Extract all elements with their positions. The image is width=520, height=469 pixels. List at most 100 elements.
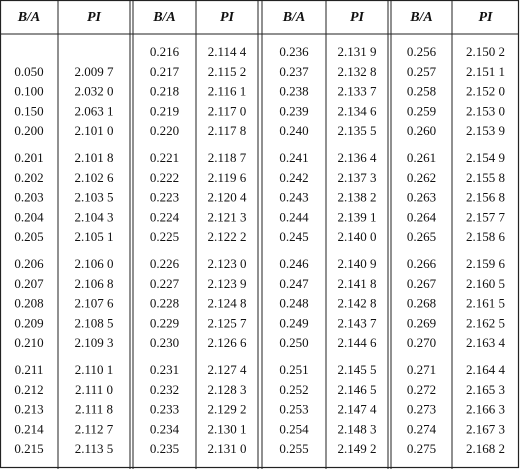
pi-cell: 2.128 3 bbox=[208, 382, 247, 397]
pi-cell: 2.158 6 bbox=[466, 229, 506, 244]
pi-cell: 2.121 3 bbox=[208, 209, 247, 224]
pi-cell: 2.112 7 bbox=[75, 421, 114, 436]
pi-cell: 2.102 6 bbox=[75, 170, 115, 185]
pi-cell: 2.155 8 bbox=[466, 170, 505, 185]
pi-cell: 2.141 8 bbox=[338, 276, 377, 291]
ba-cell: 0.264 bbox=[407, 209, 437, 224]
pi-cell: 2.136 4 bbox=[338, 150, 378, 165]
ba-cell: 0.207 bbox=[14, 276, 44, 291]
pi-cell: 2.118 7 bbox=[208, 150, 247, 165]
ba-cell: 0.256 bbox=[407, 44, 437, 59]
pi-cell: 2.140 9 bbox=[338, 256, 377, 271]
pi-cell: 2.167 3 bbox=[466, 421, 505, 436]
ba-cell: 0.205 bbox=[14, 229, 43, 244]
ba-cell: 0.231 bbox=[150, 362, 179, 377]
pi-cell: 2.117 0 bbox=[208, 103, 247, 118]
ba-cell: 0.216 bbox=[150, 44, 180, 59]
ba-cell: 0.208 bbox=[14, 296, 43, 311]
pi-cell: 2.133 7 bbox=[338, 84, 378, 99]
ba-cell: 0.271 bbox=[407, 362, 436, 377]
column-header: B/A bbox=[17, 10, 41, 25]
pi-cell: 2.140 0 bbox=[338, 229, 377, 244]
pi-cell: 2.110 1 bbox=[75, 362, 114, 377]
pi-cell: 2.156 8 bbox=[466, 190, 505, 205]
ba-cell: 0.220 bbox=[150, 123, 179, 138]
pi-cell: 2.160 5 bbox=[466, 276, 505, 291]
pi-cell: 2.125 7 bbox=[208, 315, 248, 330]
ba-cell: 0.272 bbox=[407, 382, 436, 397]
ba-cell: 0.227 bbox=[150, 276, 180, 291]
pi-cell: 2.122 2 bbox=[208, 229, 247, 244]
ba-cell: 0.247 bbox=[279, 276, 309, 291]
pi-cell: 2.115 2 bbox=[208, 64, 247, 79]
ba-cell: 0.050 bbox=[14, 64, 43, 79]
pi-cell: 2.111 8 bbox=[75, 402, 113, 417]
pi-cell: 2.063 1 bbox=[75, 103, 114, 118]
pi-cell: 2.144 6 bbox=[338, 335, 378, 350]
ba-cell: 0.234 bbox=[150, 421, 180, 436]
ba-cell: 0.266 bbox=[407, 256, 437, 271]
ba-cell: 0.275 bbox=[407, 441, 436, 456]
pi-cell: 2.149 2 bbox=[338, 441, 377, 456]
column-header: PI bbox=[220, 10, 235, 25]
column-header: B/A bbox=[282, 10, 306, 25]
ba-cell: 0.274 bbox=[407, 421, 437, 436]
ba-cell: 0.215 bbox=[14, 441, 43, 456]
pi-cell: 2.132 8 bbox=[338, 64, 377, 79]
pi-cell: 2.137 3 bbox=[338, 170, 377, 185]
ba-cell: 0.230 bbox=[150, 335, 179, 350]
pi-cell: 2.123 0 bbox=[208, 256, 247, 271]
ba-cell: 0.237 bbox=[279, 64, 309, 79]
pi-cell: 2.138 2 bbox=[338, 190, 377, 205]
ba-cell: 0.251 bbox=[279, 362, 308, 377]
ba-cell: 0.263 bbox=[407, 190, 436, 205]
ba-cell: 0.270 bbox=[407, 335, 436, 350]
ba-cell: 0.222 bbox=[150, 170, 179, 185]
pi-cell: 2.131 9 bbox=[338, 44, 377, 59]
ba-cell: 0.248 bbox=[279, 296, 308, 311]
pi-cell: 2.166 3 bbox=[466, 402, 505, 417]
pi-cell: 2.163 4 bbox=[466, 335, 506, 350]
pi-cell: 2.153 0 bbox=[466, 103, 505, 118]
ba-cell: 0.232 bbox=[150, 382, 179, 397]
pi-cell: 2.165 3 bbox=[466, 382, 505, 397]
ba-cell: 0.209 bbox=[14, 315, 43, 330]
ba-cell: 0.206 bbox=[14, 256, 44, 271]
ba-cell: 0.214 bbox=[14, 421, 44, 436]
ba-cell: 0.239 bbox=[279, 103, 308, 118]
pi-cell: 2.145 5 bbox=[338, 362, 377, 377]
ba-cell: 0.261 bbox=[407, 150, 436, 165]
ba-cell: 0.226 bbox=[150, 256, 180, 271]
ba-cell: 0.218 bbox=[150, 84, 179, 99]
ba-cell: 0.268 bbox=[407, 296, 436, 311]
ba-cell: 0.212 bbox=[14, 382, 43, 397]
column-header: B/A bbox=[409, 10, 433, 25]
ba-cell: 0.267 bbox=[407, 276, 437, 291]
pi-cell: 2.143 7 bbox=[338, 315, 378, 330]
pi-cell: 2.161 5 bbox=[466, 296, 505, 311]
ba-cell: 0.252 bbox=[279, 382, 308, 397]
column-header: B/A bbox=[152, 10, 176, 25]
pi-cell: 2.148 3 bbox=[338, 421, 377, 436]
pi-cell: 2.130 1 bbox=[208, 421, 247, 436]
ba-cell: 0.242 bbox=[279, 170, 308, 185]
ba-cell: 0.228 bbox=[150, 296, 179, 311]
ba-cell: 0.249 bbox=[279, 315, 308, 330]
pi-cell: 2.103 5 bbox=[75, 190, 114, 205]
ba-cell: 0.233 bbox=[150, 402, 179, 417]
pi-cell: 2.032 0 bbox=[75, 84, 114, 99]
ba-cell: 0.265 bbox=[407, 229, 436, 244]
ba-cell: 0.100 bbox=[14, 84, 43, 99]
ba-cell: 0.259 bbox=[407, 103, 436, 118]
ba-cell: 0.246 bbox=[279, 256, 309, 271]
pi-cell: 2.131 0 bbox=[208, 441, 247, 456]
ba-cell: 0.241 bbox=[279, 150, 308, 165]
pi-cell: 2.154 9 bbox=[466, 150, 505, 165]
ba-cell: 0.236 bbox=[279, 44, 309, 59]
pi-cell: 2.129 2 bbox=[208, 402, 247, 417]
pi-cell: 2.120 4 bbox=[208, 190, 248, 205]
ba-cell: 0.221 bbox=[150, 150, 179, 165]
pi-cell: 2.119 6 bbox=[208, 170, 247, 185]
ba-cell: 0.238 bbox=[279, 84, 308, 99]
ba-cell: 0.150 bbox=[14, 103, 43, 118]
